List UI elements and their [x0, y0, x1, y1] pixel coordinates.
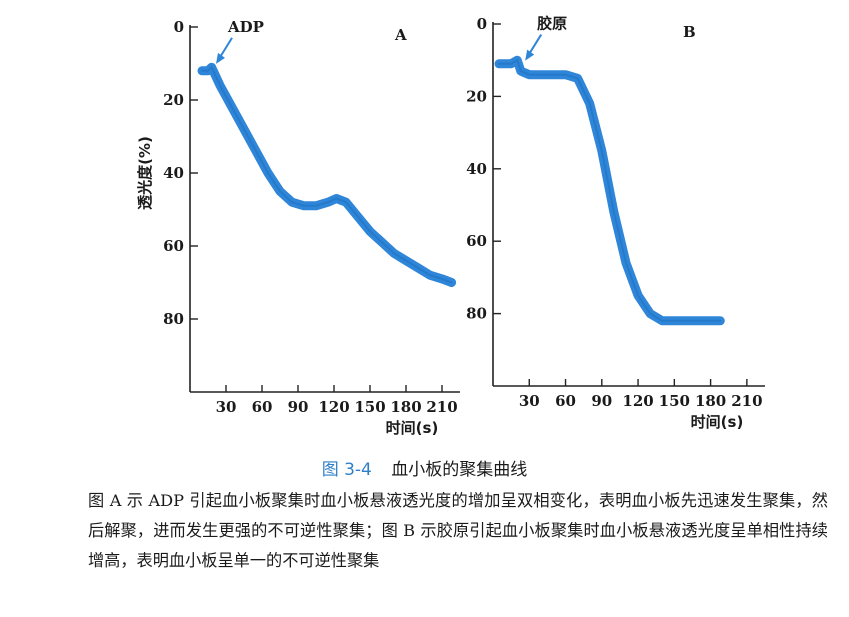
x-tick-label: 210: [426, 398, 457, 416]
series-line: [197, 62, 457, 287]
figure-title: 血小板的聚集曲线: [391, 460, 528, 480]
x-axis-label: 时间(s): [386, 419, 439, 437]
chart-panel-a: 0 20 40 60 80 30 60 90 120 150 180 210 时间(s) 透光度(%) A A…: [136, 18, 460, 437]
x-tick-label: 60: [252, 398, 273, 416]
annotation-label: 胶原: [537, 15, 567, 33]
figure-caption-text: 图 A 示 ADP 引起血小板聚集时血小板悬液透光度的增加呈双相变化，表明血小板…: [88, 491, 828, 570]
y-tick-label: 40: [466, 160, 487, 178]
x-tick-label: 90: [591, 392, 612, 410]
y-tick-label: 20: [466, 87, 487, 105]
series-line-core: [498, 59, 722, 322]
aggregation-curves-figure: 0 20 40 60 80 30 60 90 120 150 180 210 时间(s) 透光度(%) A A…: [136, 15, 765, 437]
x-tick-label: 150: [354, 398, 385, 416]
y-tick-label: 60: [466, 232, 487, 250]
x-tick-label: 90: [288, 398, 309, 416]
y-tick-label: 60: [163, 237, 184, 255]
x-tick-label: 180: [390, 398, 421, 416]
annotation-label: ADP: [227, 18, 264, 36]
annotation-arrow-head: [525, 49, 535, 61]
x-axis-label: 时间(s): [691, 413, 744, 431]
figure-number: 图 3-4: [321, 460, 372, 480]
y-tick-label: 0: [477, 15, 487, 33]
panel-label: A: [394, 26, 407, 44]
y-tick-label: 0: [174, 18, 184, 36]
y-axis-label: 透光度(%): [136, 136, 154, 210]
x-tick-label: 120: [622, 392, 653, 410]
x-tick-label: 30: [519, 392, 540, 410]
series-line-core: [201, 66, 453, 284]
x-tick-label: 150: [659, 392, 690, 410]
x-tick-label: 180: [695, 392, 726, 410]
chart-panel-b: 0 20 40 60 80 30 60 90 120 150 180 210 时间(s) B 胶原: [466, 15, 765, 431]
y-tick-label: 20: [163, 91, 184, 109]
y-tick-label: 40: [163, 164, 184, 182]
figure-caption-title: 图 3-4 血小板的聚集曲线: [0, 455, 849, 480]
y-tick-label: 80: [163, 310, 184, 328]
annotation-arrow-head: [216, 52, 225, 64]
panel-label: B: [683, 23, 696, 41]
x-tick-label: 60: [555, 392, 576, 410]
y-tick-label: 80: [466, 305, 487, 323]
x-tick-label: 30: [216, 398, 237, 416]
x-tick-label: 210: [731, 392, 762, 410]
x-tick-label: 120: [318, 398, 349, 416]
